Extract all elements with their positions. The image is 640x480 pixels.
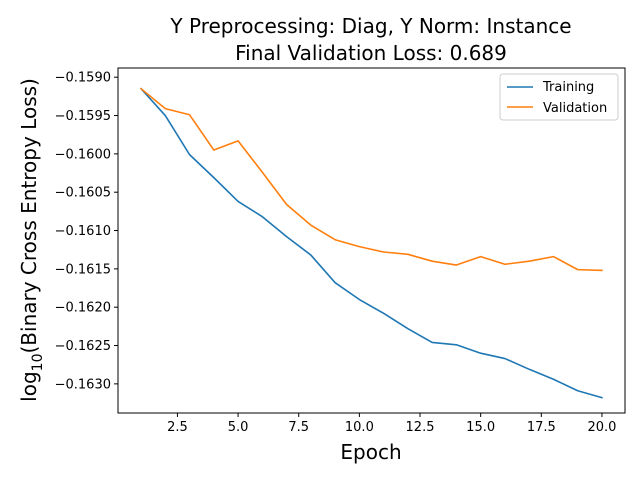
y-axis-label-prefix: log bbox=[17, 371, 41, 402]
x-tick-label: 10.0 bbox=[345, 420, 374, 435]
x-tick-label: 5.0 bbox=[228, 420, 249, 435]
legend-label-training: Training bbox=[542, 80, 594, 95]
x-tick-label: 17.5 bbox=[527, 420, 556, 435]
y-tick-label: −0.1600 bbox=[55, 147, 111, 162]
legend: Training Validation bbox=[499, 73, 619, 121]
x-tick-label: 7.5 bbox=[288, 420, 309, 435]
y-axis-label: log10(Binary Cross Entropy Loss) bbox=[17, 78, 46, 402]
series-line-training bbox=[139, 87, 603, 399]
x-tick-label: 15.0 bbox=[466, 420, 495, 435]
y-tick-label: −0.1595 bbox=[55, 109, 111, 124]
y-tick-label: −0.1620 bbox=[55, 301, 111, 316]
y-axis-label-subscript: 10 bbox=[30, 354, 46, 372]
chart-title-line1: Y Preprocessing: Diag, Y Norm: Instance bbox=[169, 14, 571, 38]
x-axis-label: Epoch bbox=[340, 440, 401, 464]
plot-frame bbox=[117, 67, 626, 414]
series-line-validation bbox=[139, 87, 603, 272]
chart-title-line2: Final Validation Loss: 0.689 bbox=[235, 41, 507, 65]
legend-label-validation: Validation bbox=[543, 101, 607, 116]
y-tick-label: −0.1610 bbox=[55, 224, 111, 239]
legend-box bbox=[499, 73, 619, 121]
y-axis-label-suffix: (Binary Cross Entropy Loss) bbox=[17, 78, 41, 353]
series-layer bbox=[139, 87, 603, 399]
y-tick-label: −0.1630 bbox=[55, 377, 111, 392]
y-tick-label: −0.1605 bbox=[55, 186, 111, 201]
y-tick-label: −0.1625 bbox=[55, 339, 111, 354]
y-tick-label: −0.1615 bbox=[55, 262, 111, 277]
x-tick-label: 12.5 bbox=[406, 420, 435, 435]
x-tick-label: 20.0 bbox=[587, 420, 616, 435]
ticks-layer: 2.5 5.0 7.5 10.0 12.5 15.0 17.5 20.0 −0.1590 −0.1… bbox=[55, 71, 617, 435]
y-tick-label: −0.1590 bbox=[55, 71, 111, 86]
x-tick-label: 2.5 bbox=[167, 420, 188, 435]
